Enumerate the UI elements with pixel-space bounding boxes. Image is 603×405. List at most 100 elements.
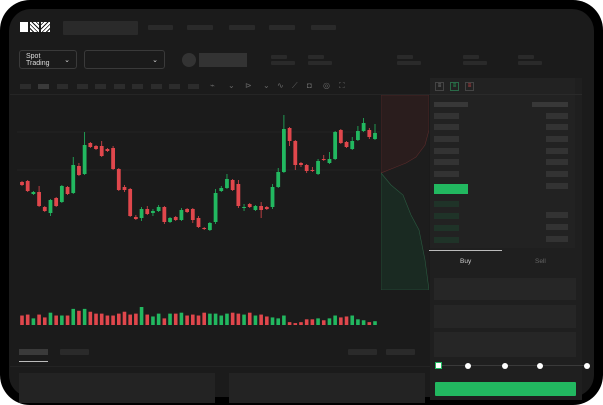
volume-bar	[282, 315, 286, 325]
slider-handle[interactable]	[435, 362, 442, 369]
candle-body	[276, 172, 281, 187]
candle-body	[304, 165, 309, 171]
ask-price	[434, 124, 459, 130]
total-input[interactable]	[434, 332, 576, 357]
volume-bar	[293, 323, 298, 325]
orderbook-buy-icon[interactable]: ≡	[450, 82, 459, 91]
candle-body	[139, 209, 144, 218]
volume-bar	[105, 315, 110, 325]
nav-item[interactable]	[187, 25, 213, 30]
nav-item[interactable]	[148, 25, 173, 30]
volume-bar	[145, 314, 150, 325]
candle-body	[350, 141, 355, 149]
pair-select[interactable]: ⌄	[84, 50, 165, 69]
volume-bar	[304, 319, 309, 325]
candle-body	[299, 163, 303, 165]
fullscreen-icon[interactable]: ⛶	[339, 81, 345, 90]
interval-button[interactable]	[20, 84, 31, 89]
volume-bar	[230, 312, 235, 325]
filter-button[interactable]	[348, 349, 377, 355]
nav-item[interactable]	[311, 25, 336, 30]
bid-amount	[546, 224, 568, 230]
ask-amount	[546, 171, 568, 177]
candle-body	[367, 130, 372, 137]
ask-amount	[546, 124, 568, 130]
volume-bar	[356, 319, 360, 325]
candle-body	[116, 169, 121, 190]
volume-bar	[367, 322, 372, 325]
interval-button[interactable]	[151, 84, 162, 89]
bid-price	[434, 237, 459, 243]
price-input[interactable]	[434, 278, 576, 300]
orderbook-both-icon[interactable]: ≡	[435, 82, 444, 91]
settings-icon[interactable]: ◎	[323, 81, 330, 90]
stat-value	[308, 61, 332, 65]
stat-label	[271, 55, 287, 59]
filter-button[interactable]	[386, 349, 415, 355]
slider-stop-100[interactable]	[584, 363, 590, 369]
bid-price	[434, 225, 459, 231]
line-chart-icon[interactable]: ∿	[277, 81, 284, 90]
divider	[10, 366, 430, 367]
volume-bar	[179, 312, 184, 325]
volume-bar	[333, 315, 337, 325]
stat-value	[271, 61, 295, 65]
candle-body	[128, 189, 133, 216]
candle-body	[82, 145, 87, 174]
slider-stop-25[interactable]	[465, 363, 471, 369]
buy-tab-underline	[429, 250, 502, 251]
stat-label	[397, 55, 413, 59]
slider-stop-50[interactable]	[502, 363, 508, 369]
search-placeholder[interactable]	[63, 21, 138, 35]
bid-amount	[546, 236, 568, 242]
tab-order-history[interactable]	[60, 349, 89, 355]
ruler-icon[interactable]: ⟋	[292, 81, 298, 90]
candle-body	[259, 206, 264, 210]
orderbook-sell-icon[interactable]: ≡	[465, 82, 474, 91]
candle-body	[54, 198, 59, 206]
candle-body	[77, 166, 81, 175]
volume-bar	[327, 318, 332, 325]
tab-buy[interactable]: Buy	[460, 258, 472, 265]
market-select[interactable]: Spot Trading ⌄	[19, 50, 77, 69]
volume-bar	[191, 314, 195, 325]
interval-button[interactable]	[169, 84, 180, 89]
tab-open-orders[interactable]	[19, 349, 48, 355]
ask-amount	[546, 113, 568, 119]
interval-button-active[interactable]	[38, 84, 49, 89]
chevron-down-icon[interactable]: ⌄	[228, 81, 235, 90]
interval-button[interactable]	[95, 84, 106, 89]
okx-logo[interactable]	[20, 22, 50, 32]
nav-item[interactable]	[269, 25, 295, 30]
candle-body	[168, 218, 172, 222]
indicator-icon[interactable]: ⌁	[210, 81, 215, 90]
chevron-down-icon[interactable]: ⌄	[263, 81, 270, 90]
ask-amount	[546, 159, 568, 165]
volume-bar	[236, 313, 241, 325]
volume-bar	[77, 310, 81, 325]
draw-tool-icon[interactable]: ⊳	[245, 81, 252, 90]
volume-bar	[247, 312, 252, 325]
slider-track[interactable]	[438, 365, 588, 366]
volume-bar	[310, 319, 315, 325]
slider-stop-75[interactable]	[537, 363, 543, 369]
volume-bar	[213, 313, 218, 325]
volume-bar	[37, 314, 41, 325]
interval-button[interactable]	[132, 84, 143, 89]
amount-input[interactable]	[434, 305, 576, 328]
nav-item[interactable]	[229, 25, 255, 30]
volume-bar	[48, 312, 53, 325]
tab-sell[interactable]: Sell	[535, 258, 546, 265]
interval-button[interactable]	[77, 84, 88, 89]
stat-label	[518, 55, 534, 59]
candle-body	[270, 187, 275, 207]
interval-button[interactable]	[188, 84, 199, 89]
camera-icon[interactable]: ◘	[307, 81, 312, 90]
volume-bar	[134, 313, 138, 325]
interval-button[interactable]	[114, 84, 125, 89]
candle-body	[25, 181, 30, 191]
buy-button[interactable]	[435, 382, 576, 396]
ask-price	[434, 171, 459, 177]
interval-button[interactable]	[57, 84, 68, 89]
